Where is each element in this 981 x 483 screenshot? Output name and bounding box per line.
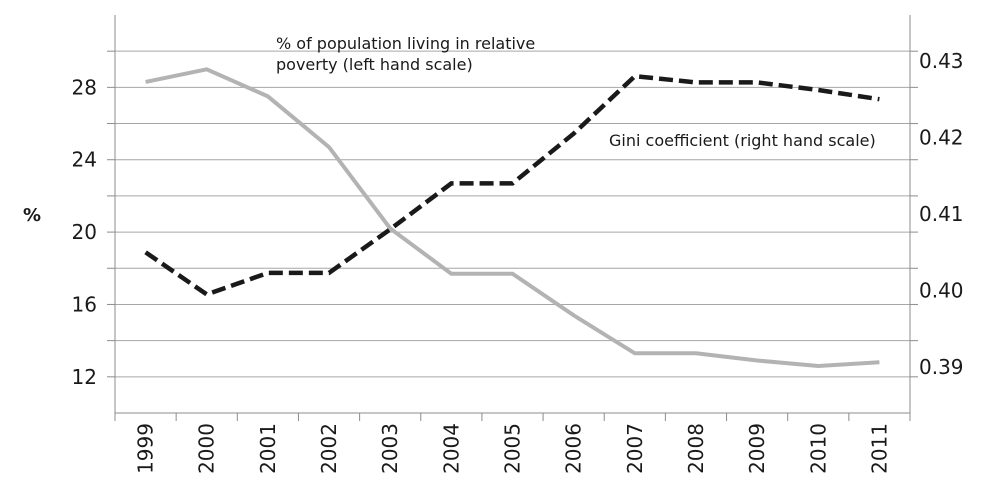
x-tick-label: 2011	[867, 423, 891, 474]
gini-series-annotation: Gini coefficient (right hand scale)	[609, 131, 876, 150]
gini-series-line	[144, 73, 880, 297]
left-tick-label: 12	[72, 365, 97, 389]
x-tick-label: 2005	[501, 423, 525, 474]
x-tick-label: 2004	[439, 423, 463, 474]
y-axis-label: %	[23, 205, 41, 226]
x-tick-label: 2001	[256, 423, 280, 474]
axes	[114, 15, 911, 414]
x-tick-label: 2010	[806, 423, 830, 474]
annotations: % of population living in relative povert…	[276, 34, 876, 150]
left-tick-label: 20	[72, 220, 97, 244]
right-axis-ticks: 0.39 0.40 0.41 0.42 0.43	[910, 49, 964, 379]
poverty-series-line	[145, 67, 880, 369]
series-layer	[144, 67, 880, 369]
x-tick-label: 2002	[317, 423, 341, 474]
left-tick-label: 16	[72, 292, 97, 316]
left-tick-label: 24	[72, 148, 97, 172]
x-axis-ticks: 1999 2000 2001 2002 2003 2004 2005 2006 2007 2008…	[114, 413, 911, 474]
x-tick-label: 2006	[562, 423, 586, 474]
right-tick-label: 0.39	[919, 355, 964, 379]
right-tick-label: 0.42	[919, 125, 964, 149]
right-tick-label: 0.43	[919, 49, 964, 73]
x-tick-label: 2000	[195, 423, 219, 474]
x-tick-label: 2003	[378, 423, 402, 474]
annotation-line: Gini coefficient (right hand scale)	[609, 131, 876, 150]
annotation-line: poverty (left hand scale)	[276, 55, 473, 74]
poverty-series-annotation: % of population living in relative povert…	[276, 34, 535, 74]
grid-lines	[115, 50, 910, 378]
right-tick-label: 0.41	[919, 202, 964, 226]
left-tick-label: 28	[72, 75, 97, 99]
left-axis-ticks: 12 16 20 24 28	[72, 50, 115, 389]
annotation-line: % of population living in relative	[276, 34, 535, 53]
x-tick-label: 2007	[623, 423, 647, 474]
right-tick-label: 0.40	[919, 279, 964, 303]
x-tick-label: 2009	[745, 423, 769, 474]
x-tick-label: 1999	[134, 423, 158, 474]
x-tick-label: 2008	[684, 423, 708, 474]
